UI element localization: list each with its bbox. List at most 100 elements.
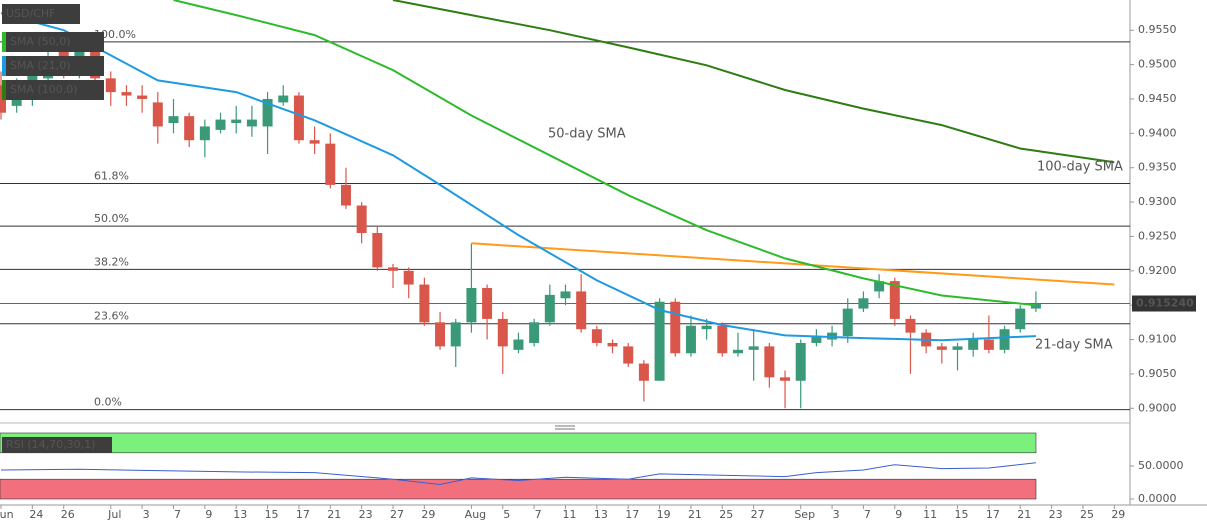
x-tick-label: 21 [688, 508, 702, 521]
candle-body [576, 291, 587, 330]
candle-body [748, 346, 759, 350]
y-tick-label: 0.9550 [1138, 23, 1177, 36]
x-tick-label: Jun [0, 508, 14, 521]
candle-body [529, 322, 540, 343]
x-tick-label: 3 [143, 508, 150, 521]
candle-body [858, 298, 869, 309]
candle-body [497, 318, 508, 347]
candle-body [874, 281, 885, 292]
fib-label: 23.6% [94, 310, 129, 323]
x-tick-label: Sep [794, 508, 815, 521]
candle-body [591, 329, 602, 343]
y-tick-label: 0.9000 [1138, 401, 1177, 414]
candle-body [293, 95, 304, 141]
candle-body [513, 339, 524, 350]
x-tick-label: 13 [233, 508, 247, 521]
x-tick-label: 15 [955, 508, 969, 521]
sma-line [392, 0, 1115, 164]
sma-line [0, 12, 1036, 342]
candle-body [1030, 303, 1041, 309]
candle-body [450, 322, 461, 347]
candle-body [1015, 308, 1026, 330]
candle-body [842, 308, 853, 337]
candle-body [701, 325, 712, 330]
x-tick-label: Aug [465, 508, 486, 521]
x-tick-label: 7 [864, 508, 871, 521]
divider-grip[interactable] [555, 425, 575, 430]
x-tick-label: 23 [1049, 508, 1063, 521]
candle-body [811, 336, 822, 343]
candle-body [309, 140, 320, 144]
candle-body [435, 322, 446, 347]
candle-body [215, 119, 226, 130]
candle-body [403, 270, 414, 285]
legend-label: SMA (100,0) [10, 83, 78, 96]
candle-body [372, 232, 383, 268]
y-tick-label: 0.0000 [1138, 492, 1177, 505]
legend-swatch [2, 80, 6, 100]
x-tick-label: 29 [421, 508, 435, 521]
candle-body [905, 318, 916, 333]
candle-body [544, 294, 555, 323]
candle-body [623, 346, 634, 364]
legend-label: SMA (50,0) [10, 35, 71, 48]
rsi-title: RSI (14,70,30,1) [6, 438, 95, 451]
candle-body [952, 346, 963, 350]
candle-body [152, 102, 163, 127]
candle-body [670, 301, 681, 354]
sma-annotation: 50-day SMA [548, 127, 626, 142]
y-tick-label: 0.9200 [1138, 264, 1177, 277]
candle-body [246, 119, 257, 127]
x-tick-label: 27 [751, 508, 765, 521]
legend-box [2, 80, 104, 100]
candle-body [560, 291, 571, 299]
candle-body [388, 267, 399, 271]
x-tick-label: 9 [895, 508, 902, 521]
candle-body [685, 325, 696, 354]
x-tick-label: Jul [107, 508, 121, 521]
candle-body [936, 346, 947, 350]
legend-swatch [2, 32, 6, 52]
candle-body [482, 287, 493, 319]
candle-body [983, 339, 994, 350]
x-tick-label: 21 [1017, 508, 1031, 521]
x-tick-label: 24 [29, 508, 43, 521]
candle-body [184, 116, 195, 141]
y-tick-label: 0.9500 [1138, 58, 1177, 71]
x-tick-label: 25 [1080, 508, 1094, 521]
x-tick-label: 7 [535, 508, 542, 521]
candle-body [231, 119, 242, 124]
x-tick-label: 7 [174, 508, 181, 521]
rsi-band [0, 432, 1037, 454]
x-tick-label: 26 [61, 508, 75, 521]
fib-label: 50.0% [94, 212, 129, 225]
sma-annotation: 100-day SMA [1037, 160, 1123, 175]
candle-body [638, 363, 649, 381]
candle-body [262, 98, 273, 127]
x-tick-label: 27 [390, 508, 404, 521]
x-tick-label: 21 [327, 508, 341, 521]
candle-body [654, 301, 665, 381]
candle-body [356, 205, 367, 233]
x-tick-label: 29 [1111, 508, 1125, 521]
candle-body [717, 325, 728, 354]
sma-line [173, 0, 1037, 307]
rsi-band [0, 478, 1037, 500]
sma-annotation: 21-day SMA [1035, 338, 1113, 353]
x-tick-label: 15 [265, 508, 279, 521]
x-tick-label: 11 [923, 508, 937, 521]
last-price-label: 0.915240 [1136, 297, 1194, 310]
fib-label: 0.0% [94, 396, 122, 409]
y-tick-label: 0.9450 [1138, 92, 1177, 105]
y-tick-label: 0.9100 [1138, 333, 1177, 346]
x-tick-label: 17 [625, 508, 639, 521]
x-tick-label: 19 [657, 508, 671, 521]
x-tick-label: 13 [594, 508, 608, 521]
x-tick-label: 17 [986, 508, 1000, 521]
candle-body [466, 287, 477, 323]
y-tick-label: 0.9300 [1138, 195, 1177, 208]
legend-box [2, 32, 104, 52]
candle-body [278, 95, 289, 103]
x-tick-label: 5 [503, 508, 510, 521]
